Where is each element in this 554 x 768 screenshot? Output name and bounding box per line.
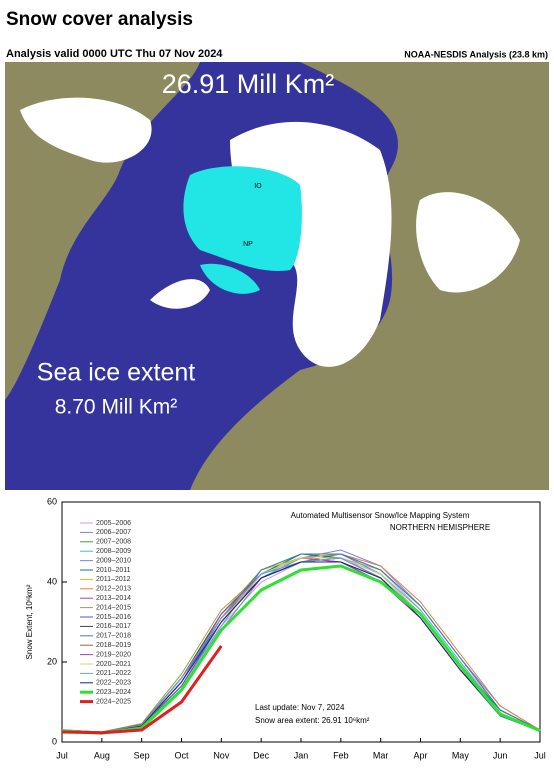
- legend-label: 2023–2024: [96, 689, 131, 696]
- x-tick-label: Jul: [56, 750, 68, 760]
- snow: [150, 279, 210, 309]
- legend-label: 2011–2012: [96, 576, 131, 583]
- snow: [20, 97, 152, 163]
- legend-label: 2019–2020: [96, 651, 131, 658]
- ice-area: 8.70 Mill Km²: [55, 396, 178, 419]
- legend-label: 2018–2019: [96, 642, 131, 649]
- source: NOAA-NESDIS Analysis (23.8 km): [404, 49, 548, 59]
- y-tick-label: 40: [47, 576, 57, 586]
- x-tick-label: Feb: [333, 750, 349, 760]
- sea-ice: [200, 263, 260, 294]
- x-tick-label: May: [452, 750, 470, 760]
- land: [190, 62, 549, 490]
- annotation: Last update: Nov 7, 2024: [255, 703, 345, 712]
- y-tick-label: 60: [47, 496, 57, 506]
- x-tick-label: Jun: [493, 750, 508, 760]
- x-tick-label: Jul: [534, 750, 546, 760]
- legend-label: 2022–2023: [96, 680, 131, 687]
- x-tick-label: Aug: [94, 750, 110, 760]
- valid-time: Analysis valid 0000 UTC Thu 07 Nov 2024: [6, 48, 223, 60]
- annotation: Snow area extent: 26.91 10⁶km²: [255, 716, 370, 725]
- map: IO NP 26.91 Mill Km² Sea ice extent 8.70…: [5, 62, 549, 490]
- x-tick-label: Apr: [413, 750, 427, 760]
- series-line: [61, 564, 541, 735]
- map-mark: NP: [243, 241, 253, 248]
- x-tick-label: Mar: [373, 750, 389, 760]
- series-line: [61, 645, 223, 735]
- legend-label: 2006–2007: [96, 529, 131, 536]
- ice-label: Sea ice extent: [37, 359, 195, 387]
- x-tick-label: Dec: [253, 750, 270, 760]
- legend-label: 2008–2009: [96, 548, 131, 555]
- title: Snow cover analysis: [6, 9, 193, 30]
- x-tick-label: Sep: [134, 750, 150, 760]
- legend-label: 2010–2011: [96, 567, 131, 574]
- x-tick-label: Jan: [294, 750, 309, 760]
- legend-label: 2012–2013: [96, 586, 131, 593]
- legend-label: 2017–2018: [96, 633, 131, 640]
- legend-label: 2007–2008: [96, 539, 131, 546]
- snow-area: 26.91 Mill Km²: [162, 69, 335, 99]
- y-tick-label: 0: [52, 736, 57, 746]
- legend-label: 2016–2017: [96, 623, 131, 630]
- legend-label: 2009–2010: [96, 557, 131, 564]
- snow: [416, 192, 520, 293]
- chart-title: Automated Multisensor Snow/Ice Mapping S…: [291, 511, 470, 520]
- chart-subtitle: NORTHERN HEMISPHERE: [390, 523, 490, 532]
- legend-label: 2020–2021: [96, 661, 131, 668]
- legend-label: 2015–2016: [96, 614, 131, 621]
- legend-label: 2021–2022: [96, 670, 131, 677]
- legend-label: 2013–2014: [96, 595, 131, 602]
- y-axis-label: Snow Extent, 10⁶km²: [25, 584, 34, 659]
- land: [5, 62, 200, 400]
- map-mark: IO: [254, 183, 262, 190]
- x-tick-label: Nov: [213, 750, 230, 760]
- sea-ice: [183, 166, 302, 271]
- legend-label: 2024–2025: [96, 698, 131, 705]
- y-tick-label: 20: [47, 656, 57, 666]
- x-tick-label: Oct: [174, 750, 189, 760]
- legend-label: 2014–2015: [96, 604, 131, 611]
- legend-label: 2005–2006: [96, 520, 131, 527]
